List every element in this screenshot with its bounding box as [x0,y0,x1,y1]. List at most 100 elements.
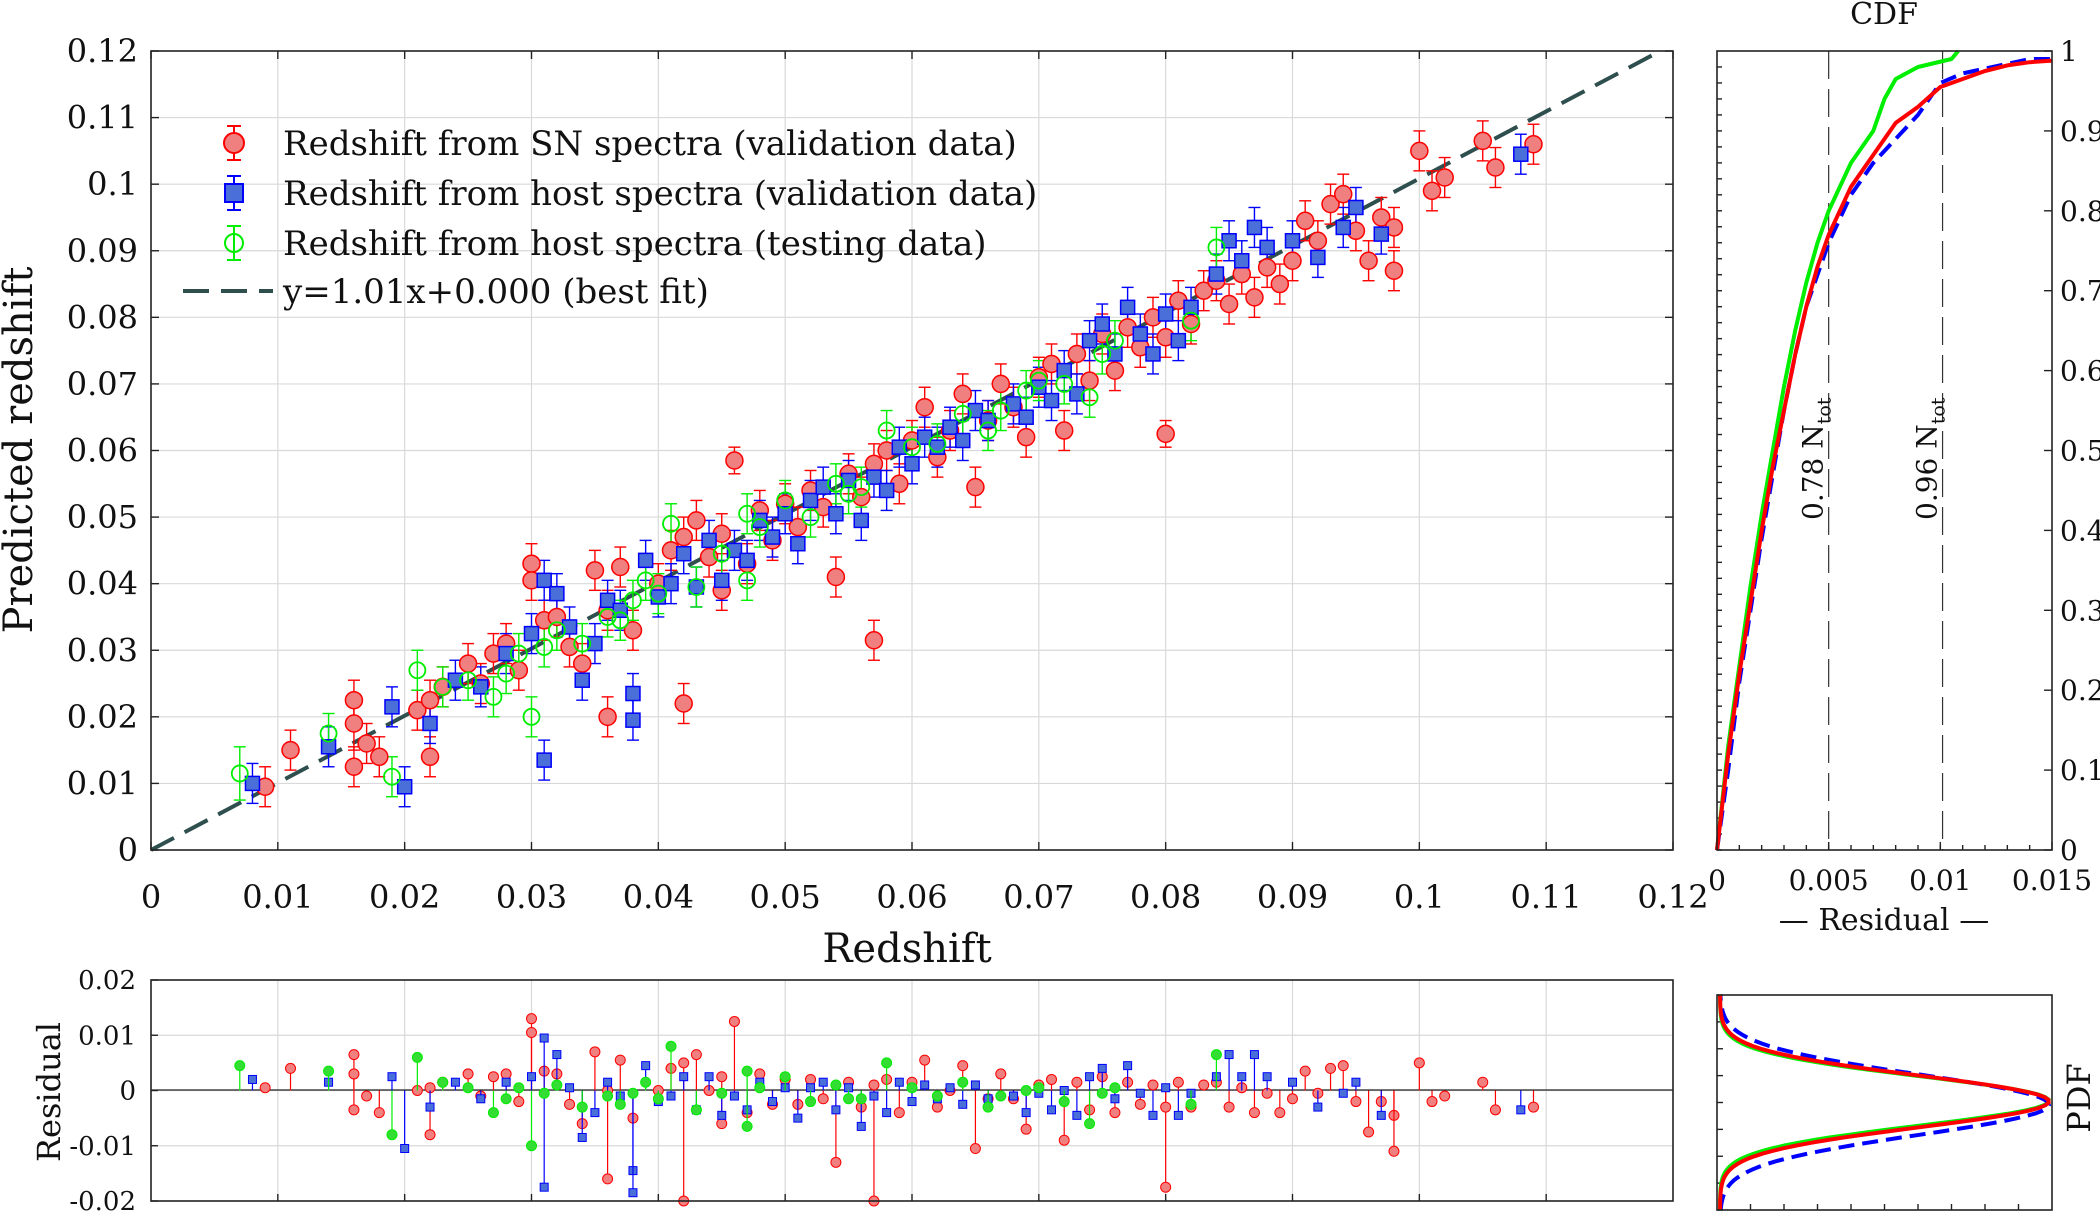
host-validation-point [1018,409,1034,425]
sn-validation-point [344,690,364,710]
legend-label-sn: Redshift from SN spectra (validation dat… [283,124,1017,164]
residual-host-testing-point [830,1079,842,1091]
sn-validation-point [1016,427,1036,447]
main-ytick-label: 0.07 [67,365,138,403]
residual-host-validation-point [1097,1063,1107,1073]
sn-validation-point [826,567,846,587]
sn-validation-point [674,694,693,713]
sn-validation-point [611,557,630,577]
cdf-threshold-label-sub: tot [1814,397,1836,424]
residual-host-validation-point [565,1083,575,1093]
cdf-threshold-label-main: 0.96 N [1911,424,1944,520]
residual-sn-validation-point [1477,1076,1489,1088]
host-validation-point [384,699,400,715]
main-scatter-panel: 0 0.01 0.02 0.03 0.04 0.05 0.06 0.07 0.08 0.09 0.1… [0,32,1709,972]
host-testing-point [738,504,757,523]
pdf-lines [1718,994,2052,1211]
residual-sn-validation-point [1489,1104,1501,1116]
residual-sn-validation-point [716,1118,728,1130]
residual-host-validation-point [831,1105,841,1115]
main-xtick-label: 0.01 [242,878,313,916]
host-validation-point [1145,346,1161,362]
host-validation-point [866,469,882,485]
main-xtick-label: 0.09 [1257,878,1328,916]
main-ytick-label: 0.08 [67,298,138,336]
residual-sn-validation-point [285,1062,297,1074]
main-ytick-label: 0.1 [87,165,138,203]
main-ytick-label: 0 [118,831,138,869]
residual-sn-validation-point [728,1015,740,1027]
sn-validation-point [1156,424,1175,444]
cdf-xtick-label: 0 [1708,864,1726,897]
host-testing-point [953,404,972,423]
host-testing-point [903,438,921,457]
host-testing-point [662,514,680,533]
residual-sn-validation-point [1287,1093,1298,1105]
residual-sn-validation-point [614,1054,626,1066]
residual-host-validation-point [1110,1094,1120,1104]
residual-host-testing-point [538,1087,550,1099]
host-validation-point [942,419,958,435]
residual-host-validation-point [527,1072,536,1082]
residual-host-validation-point [818,1077,828,1087]
sn-validation-point [281,740,300,760]
host-validation-point [967,402,984,419]
sn-validation-point [1473,131,1492,151]
host-validation-point [739,552,755,569]
sn-validation-point [1067,344,1087,364]
sn-validation-point [585,561,605,580]
host-validation-point [1335,219,1351,236]
host-testing-point [649,584,668,603]
sn-validation-point [357,734,376,753]
residual-host-testing-point [500,1093,512,1105]
pdf-axes-box [1716,994,2053,1211]
residual-host-validation-point [1173,1110,1183,1120]
sn-validation-point [572,654,592,673]
residual-host-validation-point [882,1108,892,1118]
cdf-ytick-label: 0.2 [2060,674,2100,707]
legend-item-host-validation: Redshift from host spectra (validation d… [224,174,1037,214]
residual-host-validation-point [920,1080,930,1090]
residual-host-validation-point [1047,1105,1057,1115]
residual-sn-validation-point [805,1073,817,1085]
residual-sn-validation-point [1337,1060,1349,1072]
host-testing-point [1093,345,1112,363]
sn-validation-point [1219,294,1239,314]
residual-host-validation-point [552,1050,562,1060]
cdf-ytick-label: 0.1 [2060,754,2100,787]
main-xtick-label: 0.05 [750,878,821,916]
residual-sn-validation-point [526,1013,537,1025]
residual-host-validation-point [1161,1083,1171,1093]
host-testing-point [636,571,655,590]
legend-item-sn: Redshift from SN spectra (validation dat… [223,124,1017,164]
legend-label-host-validation: Redshift from host spectra (validation d… [283,174,1037,214]
residual-sn-validation-point [1350,1096,1362,1108]
residual-host-testing-point [881,1057,893,1069]
sn-validation-point [522,554,541,573]
legend-item-best-fit: y=1.01x+0.000 (best fit) [183,272,709,312]
host-testing-point [624,591,642,610]
residual-sn-validation-point [500,1068,512,1080]
residual-host-validation-point [907,1097,917,1107]
host-testing-point [852,478,871,497]
residual-host-testing-point [741,1120,753,1132]
host-testing-point [1017,381,1036,400]
sn-validation-point [1245,288,1264,307]
sn-validation-point [1359,251,1378,270]
pdf-ylabel: PDF [2060,1063,2098,1132]
cdf-curve [1715,58,2053,851]
residual-host-testing-point [716,1087,728,1099]
residual-sn-validation-point [1020,1123,1032,1135]
cdf-ytick-label: 0.7 [2060,275,2100,308]
main-xtick-label: 0 [141,878,161,916]
host-testing-point [573,634,592,653]
host-validation-point [244,775,261,792]
main-xtick-label: 0.03 [496,878,567,916]
sn-validation-point [1105,361,1125,380]
host-validation-point [714,572,730,589]
residual-host-validation-point [958,1099,968,1109]
host-validation-point [726,542,743,559]
sn-validation-point [725,451,744,470]
host-testing-point [547,621,566,640]
main-xtick-label: 0.07 [1003,878,1074,916]
